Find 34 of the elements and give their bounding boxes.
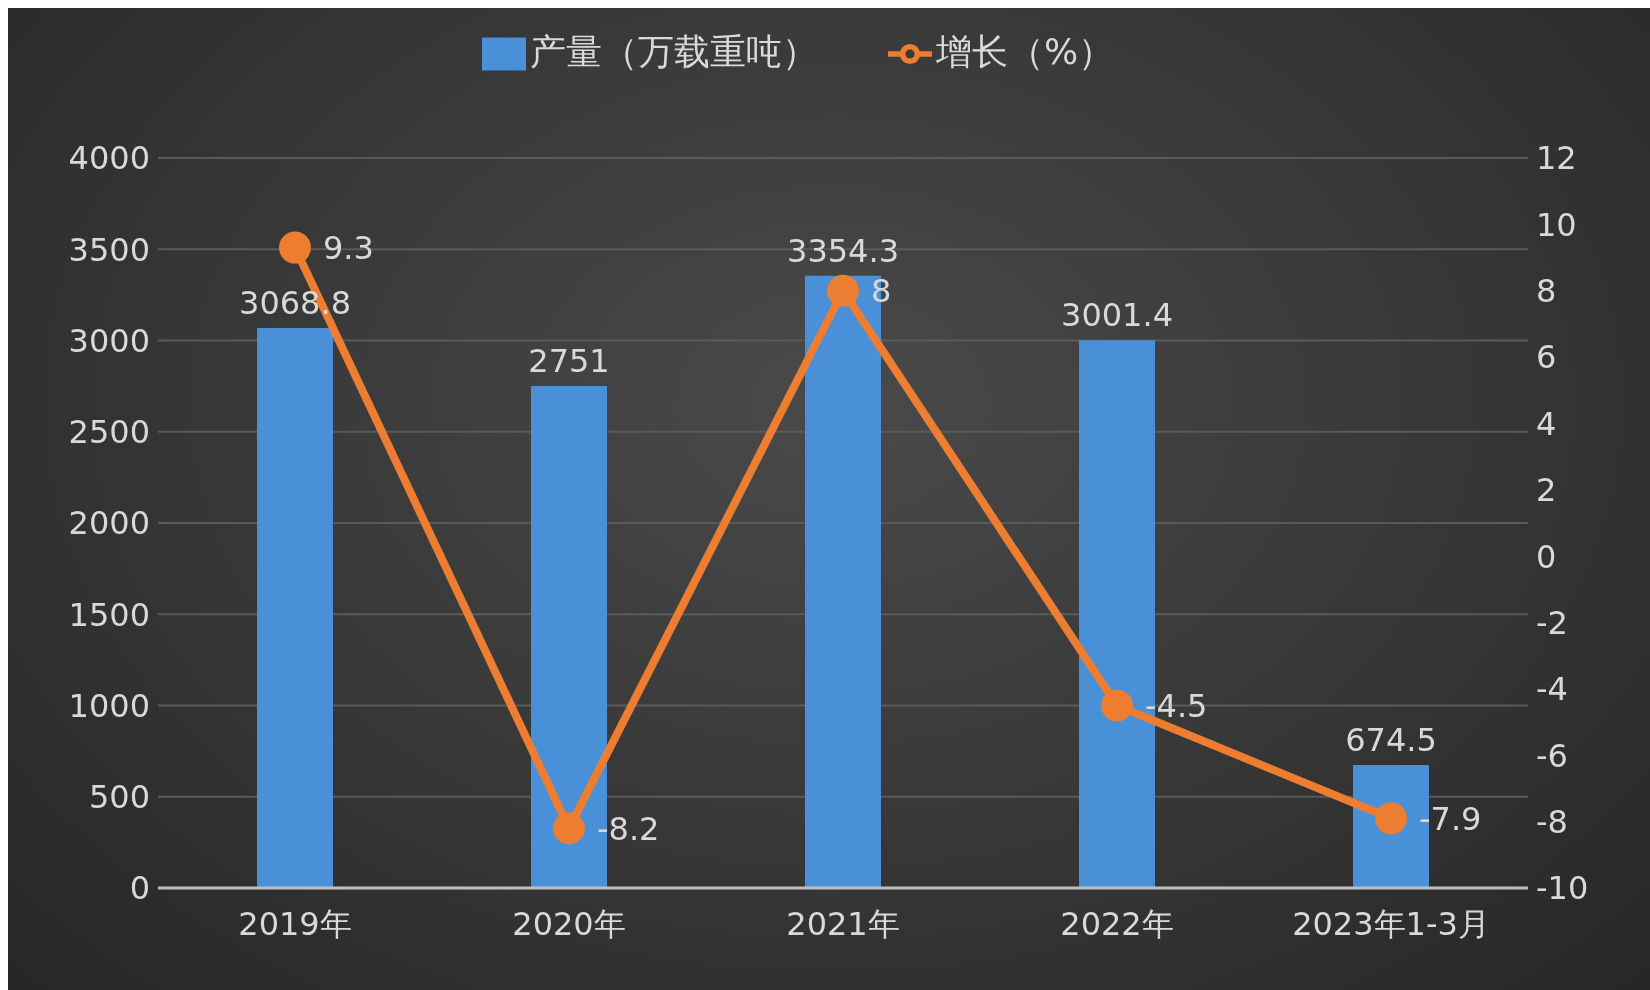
y-tick-label: 2500 — [68, 413, 150, 452]
legend-label: 产量（万载重吨） — [529, 31, 818, 72]
y2-tick-label: -10 — [1536, 869, 1589, 908]
y2-tick-label: 0 — [1536, 537, 1557, 576]
y2-tick-label: 6 — [1536, 338, 1557, 377]
y2-tick-label: -6 — [1536, 736, 1568, 775]
data-label: 674.5 — [1345, 720, 1437, 759]
y-tick-label: 3000 — [68, 321, 150, 360]
data-label: 3001.4 — [1061, 296, 1173, 335]
y2-tick-label: 8 — [1536, 272, 1557, 311]
x-tick-label: 2019年 — [238, 904, 352, 943]
y2-tick-label: -2 — [1536, 603, 1568, 642]
y2-tick-label: 12 — [1536, 139, 1577, 178]
y-tick-label: 2000 — [68, 504, 150, 543]
data-label: 8 — [871, 272, 892, 311]
x-tick-label: 2021年 — [786, 904, 900, 943]
legend-label: 增长（%） — [935, 31, 1115, 72]
y-tick-label: 500 — [88, 778, 150, 817]
y-tick-label: 0 — [129, 869, 150, 908]
x-tick-label: 2023年1-3月 — [1292, 904, 1490, 943]
y-tick-label: 3500 — [68, 230, 150, 269]
y-tick-label: 1500 — [68, 595, 150, 634]
y-tick-label: 4000 — [68, 139, 150, 178]
y2-tick-label: -4 — [1536, 670, 1568, 709]
y-tick-label: 1000 — [68, 686, 150, 725]
data-label: 3354.3 — [787, 231, 899, 270]
data-label: 9.3 — [323, 228, 374, 267]
y2-tick-label: 4 — [1536, 404, 1557, 443]
y2-tick-label: 10 — [1536, 205, 1577, 244]
y2-tick-label: 2 — [1536, 471, 1557, 510]
x-tick-label: 2020年 — [512, 904, 626, 943]
y2-tick-label: -8 — [1536, 803, 1568, 841]
data-label: 2751 — [528, 341, 610, 380]
x-tick-label: 2022年 — [1060, 904, 1174, 943]
